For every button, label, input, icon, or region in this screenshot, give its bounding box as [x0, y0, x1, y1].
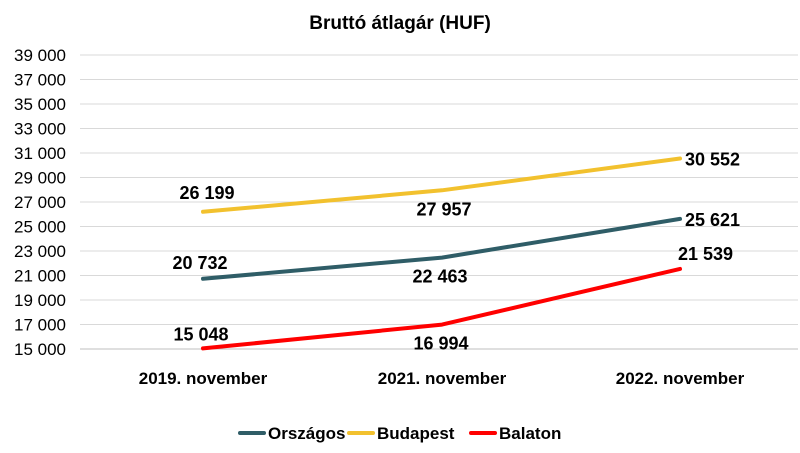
data-label: 25 621	[685, 210, 740, 230]
y-tick-label: 21 000	[14, 267, 66, 286]
chart-title: Bruttó átlagár (HUF)	[309, 13, 491, 34]
series-line-országos	[201, 216, 682, 281]
x-axis-categories: 2019. november 2021. november 2022. novemb…	[139, 369, 745, 388]
y-tick-label: 39 000	[14, 46, 66, 65]
y-tick-label: 29 000	[14, 169, 66, 188]
y-axis-ticks: 15 000 17 000 19 000 21 000 23 000 25 000 27 0…	[14, 46, 66, 359]
y-tick-label: 25 000	[14, 218, 66, 237]
y-tick-label: 27 000	[14, 193, 66, 212]
series-lines	[201, 156, 682, 351]
data-label: 21 539	[678, 244, 733, 264]
x-category-label: 2022. november	[616, 369, 745, 388]
gridlines	[80, 54, 798, 350]
data-label: 22 463	[412, 267, 467, 287]
data-labels: 20 732 22 463 25 621 26 199 27 957 30 552 15 0…	[172, 149, 740, 353]
y-tick-label: 23 000	[14, 242, 66, 261]
y-tick-label: 19 000	[14, 291, 66, 310]
series-line-balaton	[201, 266, 682, 351]
legend-label: Országos	[268, 424, 345, 443]
data-label: 15 048	[173, 324, 228, 344]
data-label: 26 199	[179, 183, 234, 203]
x-category-label: 2019. november	[139, 369, 268, 388]
y-tick-label: 17 000	[14, 316, 66, 335]
y-tick-label: 33 000	[14, 120, 66, 139]
data-label: 16 994	[413, 334, 468, 354]
y-tick-label: 31 000	[14, 144, 66, 163]
legend-label: Budapest	[377, 424, 455, 443]
series-line-budapest	[201, 156, 682, 214]
y-tick-label: 35 000	[14, 95, 66, 114]
data-label: 20 732	[172, 253, 227, 273]
x-category-label: 2021. november	[378, 369, 507, 388]
legend: Országos Budapest Balaton	[238, 424, 561, 443]
y-tick-label: 37 000	[14, 71, 66, 90]
data-label: 27 957	[416, 199, 471, 219]
legend-label: Balaton	[499, 424, 561, 443]
data-label: 30 552	[685, 149, 740, 169]
y-tick-label: 15 000	[14, 340, 66, 359]
